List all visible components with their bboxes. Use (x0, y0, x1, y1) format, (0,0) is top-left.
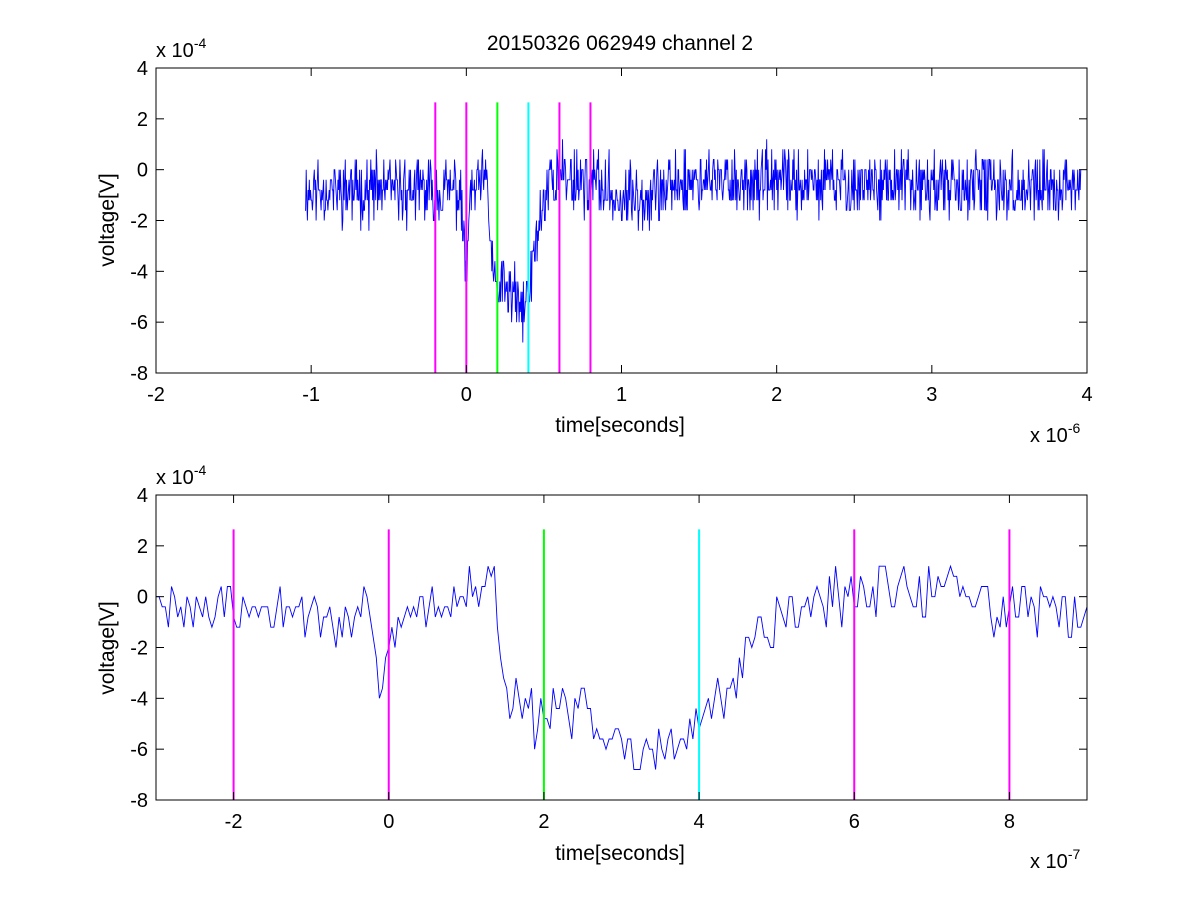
y-tick-label: 2 (137, 536, 148, 558)
y-tick-label: 0 (137, 160, 148, 182)
plot-bottom-ylabel: voltage[V] (96, 601, 119, 694)
plot-bottom-x-exponent-base: x 10 (1030, 851, 1068, 873)
x-tick-label: 8 (1004, 811, 1015, 833)
y-tick-label: 2 (137, 109, 148, 131)
plot-top-y-exponent: x 10-4 (156, 35, 206, 62)
plot-top-y-ticks: -8 -6 -4 -2 0 2 4 (130, 58, 1087, 385)
plot-bottom-x-exponent: x 10-7 (1030, 846, 1080, 873)
plot-bottom-y-ticks: -8 -6 -4 -2 0 2 4 (130, 485, 1087, 812)
plot-bottom-x-ticks: -2 0 2 4 6 8 (225, 495, 1015, 833)
plot-top-ylabel: voltage[V] (96, 173, 119, 266)
plot-top: -2 -1 0 1 2 3 4 -8 -6 -4 -2 0 2 4 time[seconds] volt… (96, 35, 1093, 447)
plot-top-xlabel: time[seconds] (555, 414, 685, 437)
x-tick-label: 2 (538, 811, 549, 833)
plot-bottom-y-exponent-sup: -4 (194, 462, 207, 478)
y-tick-label: 0 (137, 587, 148, 609)
x-tick-label: -2 (225, 811, 243, 833)
plot-bottom-signal-layer (156, 564, 1088, 770)
x-tick-label: 3 (926, 384, 937, 406)
y-tick-label: -4 (130, 261, 148, 283)
plot-bottom: -2 0 2 4 6 8 -8 -6 -4 -2 0 2 4 time[seconds] voltag… (96, 462, 1088, 873)
y-tick-label: -2 (130, 638, 148, 660)
y-tick-label: -8 (130, 790, 148, 812)
plot-top-marker-layer (434, 102, 592, 373)
y-tick-label: 4 (137, 485, 148, 507)
plot-bottom-y-exponent-base: x 10 (156, 467, 194, 489)
plot-bottom-marker-layer (232, 529, 1011, 800)
plot-top-y-exponent-base: x 10 (156, 40, 194, 62)
x-tick-label: 4 (1081, 384, 1092, 406)
plot-top-x-ticks: -2 -1 0 1 2 3 4 (147, 68, 1093, 406)
plot-bottom-xlabel: time[seconds] (555, 842, 685, 865)
signal-trace (156, 564, 1088, 770)
plot-top-x-exponent-base: x 10 (1030, 425, 1068, 447)
y-tick-label: -4 (130, 688, 148, 710)
x-tick-label: -2 (147, 384, 165, 406)
x-tick-label: 6 (849, 811, 860, 833)
plot-bottom-axes-frame (155, 494, 1088, 801)
y-tick-label: -6 (130, 739, 148, 761)
figure-title: 20150326 062949 channel 2 (487, 32, 753, 55)
x-tick-label: 2 (771, 384, 782, 406)
x-tick-label: 1 (616, 384, 627, 406)
plot-top-signal-layer (305, 139, 1082, 343)
plot-top-x-exponent-sup: -6 (1068, 420, 1081, 436)
x-tick-label: 4 (694, 811, 705, 833)
y-tick-label: -6 (130, 312, 148, 334)
plot-top-y-exponent-sup: -4 (194, 35, 207, 51)
plot-bottom-y-exponent: x 10-4 (156, 462, 206, 489)
x-tick-label: 0 (461, 384, 472, 406)
y-tick-label: -2 (130, 211, 148, 233)
x-tick-label: 0 (383, 811, 394, 833)
y-tick-label: -8 (130, 363, 148, 385)
y-tick-label: 4 (137, 58, 148, 80)
x-tick-label: -1 (302, 384, 320, 406)
plot-bottom-x-exponent-sup: -7 (1068, 846, 1081, 862)
plot-top-x-exponent: x 10-6 (1030, 420, 1080, 447)
signal-trace (305, 139, 1082, 343)
